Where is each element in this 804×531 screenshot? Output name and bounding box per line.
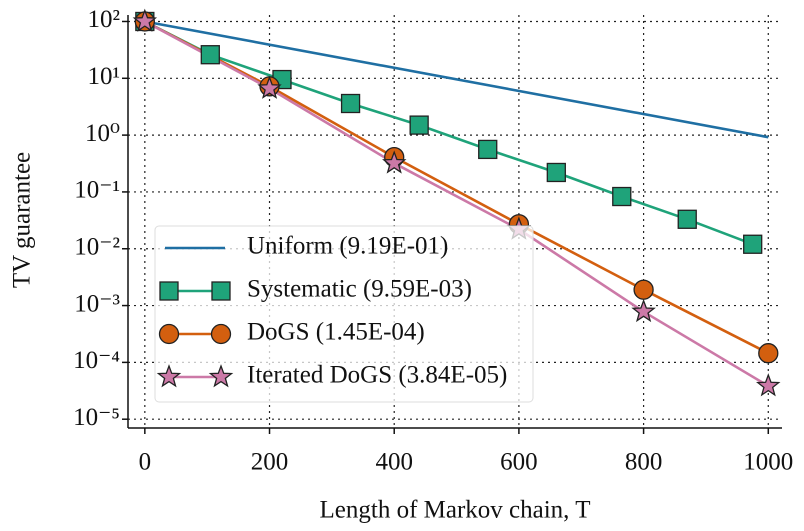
marker-square [409,115,429,135]
marker-star [631,298,656,323]
legend-label: Systematic (9.59E-03) [247,276,472,303]
y-tick-label: 10² [88,6,121,33]
y-tick-label: 10⁻³ [74,290,120,317]
x-tick-label: 600 [500,449,538,476]
marker-star [132,8,158,32]
marker-square [478,139,498,160]
marker-star [208,364,234,388]
y-tick-label: 10⁻² [74,233,120,260]
marker-star [257,75,282,99]
y-tick-label: 10⁻¹ [74,177,120,204]
y-axis-label: TV guarantee [9,152,36,288]
x-tick-label: 400 [375,449,413,476]
legend-label: DoGS (1.45E-04) [247,319,425,346]
marker-square [743,234,763,254]
x-tick-label: 1000 [743,449,793,476]
marker-circle [158,323,180,345]
marker-circle [758,343,779,364]
legend-box [154,225,534,403]
series-line [144,20,754,246]
legend-label: Uniform (9.19E-01) [247,233,448,260]
y-tick-label: 10¹ [88,63,121,90]
legend-label: Iterated DoGS (3.84E-05) [247,362,507,389]
marker-square [340,93,361,114]
x-tick-label: 200 [251,449,289,476]
x-tick-label: 0 [139,449,152,476]
series-line [144,20,769,355]
marker-square [677,209,697,229]
marker-star [756,373,781,397]
y-tick-label: 10⁻⁵ [73,404,120,431]
x-axis-label: Length of Markov chain, T [320,497,591,524]
marker-circle [210,323,232,345]
y-tick-label: 10⁻⁴ [73,347,120,374]
marker-square [211,281,231,301]
marker-square [200,45,220,65]
x-tick-label: 800 [625,449,663,476]
marker-star [156,364,182,388]
y-tick-label: 10⁰ [85,120,120,147]
series-line [144,20,769,139]
marker-square [546,162,566,183]
marker-square [159,281,179,301]
marker-circle [633,279,654,300]
marker-square [612,186,632,207]
marker-star [382,150,407,174]
series-line [144,20,769,388]
